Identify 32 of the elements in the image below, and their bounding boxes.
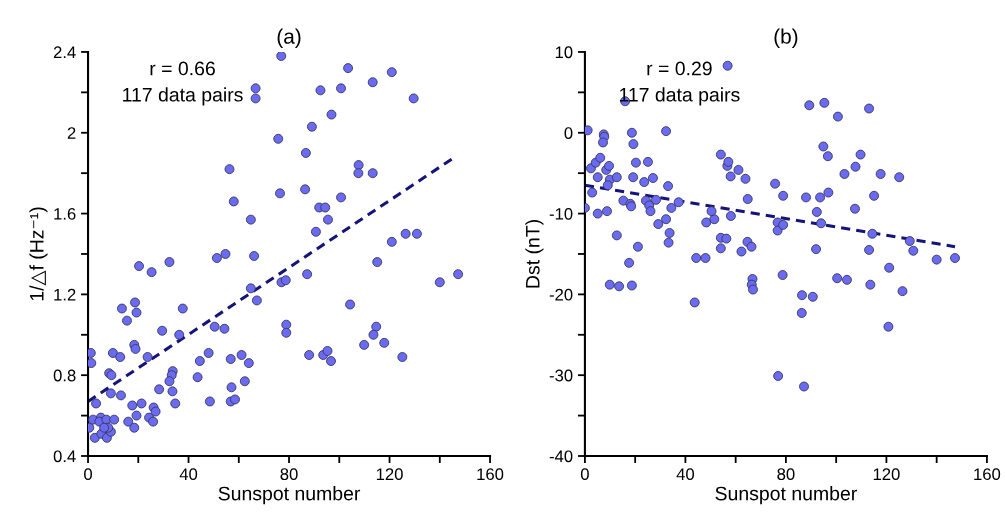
y-tick-label: 2.4 [53, 46, 76, 58]
y-tick-label: 1.6 [54, 207, 76, 220]
chart-title: (b) [774, 28, 798, 48]
annotation: 117 data pairs [123, 87, 243, 106]
x-tick-label: 160 [477, 468, 504, 481]
x-tick-label: 40 [676, 468, 695, 481]
x-tick-label: 0 [580, 468, 589, 481]
y-tick-label: 2 [67, 127, 76, 139]
y-axis-title: 1/△f (Hz⁻¹) [29, 207, 48, 301]
x-axis-title: Sunspot number [715, 486, 857, 505]
x-tick-label: 120 [873, 468, 900, 481]
y-tick-label: -10 [549, 207, 573, 220]
x-axis-title: Sunspot number [218, 486, 361, 505]
x-tick-label: 160 [974, 468, 1001, 481]
y-tick-label: 0 [564, 127, 573, 139]
chart-title: (a) [277, 28, 301, 48]
y-tick-label: 0.8 [53, 369, 76, 382]
y-tick-label: 10 [555, 46, 573, 59]
y-axis-title: Dst (nT) [525, 220, 544, 288]
x-tick-label: 80 [777, 468, 795, 481]
y-tick-label: 1.2 [54, 288, 76, 301]
y-tick-label: -20 [549, 288, 573, 301]
x-tick-label: 80 [280, 468, 298, 481]
annotation: 117 data pairs [619, 87, 740, 106]
x-tick-label: 0 [84, 468, 93, 481]
annotation: r = 0.29 [647, 61, 712, 76]
y-tick-label: -40 [549, 450, 573, 463]
x-tick-label: 120 [376, 468, 403, 481]
annotation: r = 0.66 [150, 61, 215, 76]
y-tick-label: -30 [549, 369, 573, 382]
x-tick-label: 40 [179, 468, 198, 481]
y-tick-label: 0.4 [53, 450, 76, 463]
